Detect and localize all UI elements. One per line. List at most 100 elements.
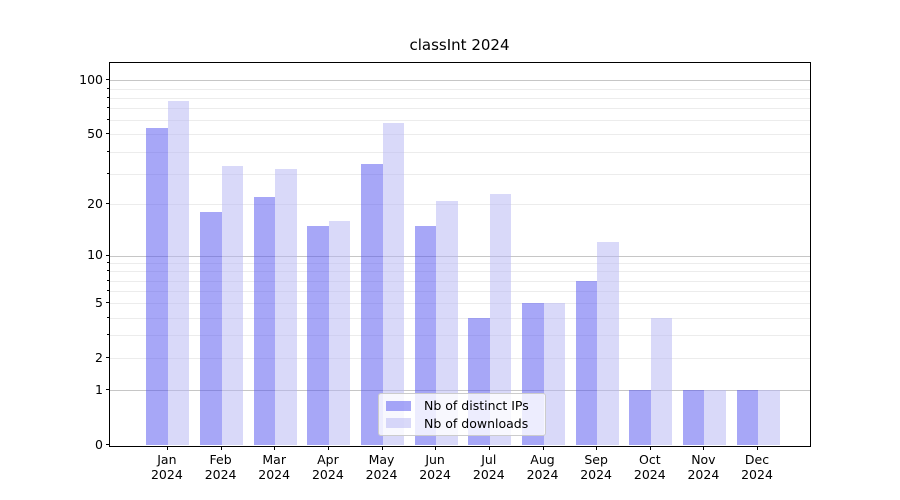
- legend-label-distinct-ips: Nb of distinct IPs: [424, 398, 529, 414]
- x-axis-tick-label: Sep 2024: [580, 452, 612, 482]
- grid-line-minor: [110, 317, 810, 319]
- x-axis-tick-label: Oct 2024: [633, 452, 666, 482]
- x-tick-mark: [488, 446, 490, 450]
- y-minor-tick-mark: [107, 203, 110, 205]
- bar-downloads: [489, 193, 512, 445]
- bar-distinct-ips: [307, 225, 329, 445]
- y-minor-tick-mark: [107, 150, 110, 152]
- grid-line-minor: [110, 97, 810, 99]
- grid-line-minor: [110, 120, 810, 122]
- legend-item-downloads: Nb of downloads: [386, 416, 539, 431]
- bar-distinct-ips: [575, 280, 598, 445]
- bar-distinct-ips: [361, 164, 383, 445]
- y-minor-tick-mark: [107, 270, 110, 272]
- x-axis-tick-label: Jan 2024: [150, 452, 183, 482]
- x-tick-mark: [435, 446, 437, 450]
- bar-distinct-ips: [682, 390, 705, 445]
- bar-downloads: [436, 200, 458, 445]
- y-axis-tick-label: 50: [87, 125, 103, 141]
- grid-line-minor: [110, 88, 810, 90]
- grid-line-major: [110, 390, 810, 392]
- bar-downloads: [650, 317, 673, 445]
- y-axis-tick-label: 20: [87, 195, 103, 211]
- bar-distinct-ips: [736, 390, 758, 445]
- bar-downloads: [275, 168, 297, 445]
- grid-line-minor: [110, 173, 810, 175]
- x-tick-mark: [220, 446, 222, 450]
- y-axis-tick-label: 5: [95, 294, 103, 310]
- y-minor-tick-mark: [107, 119, 110, 121]
- bar-downloads: [382, 122, 404, 445]
- legend-swatch-downloads: [386, 418, 411, 428]
- bar-distinct-ips: [253, 197, 276, 445]
- legend-swatch-distinct-ips: [386, 401, 411, 411]
- bar-downloads: [221, 166, 244, 445]
- x-tick-mark: [703, 446, 705, 450]
- bar-distinct-ips: [414, 225, 437, 445]
- plot-area: [109, 62, 811, 447]
- y-minor-tick-mark: [107, 334, 110, 336]
- legend-label-downloads: Nb of downloads: [424, 415, 529, 431]
- y-minor-tick-mark: [107, 357, 110, 359]
- bar-downloads: [328, 221, 351, 445]
- bar-downloads: [597, 242, 619, 445]
- legend: Nb of distinct IPs Nb of downloads: [378, 393, 546, 436]
- grid-line-minor: [110, 108, 810, 110]
- y-axis-tick-label: 1: [95, 381, 103, 397]
- x-tick-mark: [542, 446, 544, 450]
- grid-line-minor: [110, 335, 810, 337]
- grid-line-minor: [110, 358, 810, 360]
- x-axis-tick-label: Jun 2024: [419, 452, 451, 482]
- y-axis-tick-label: 0: [95, 436, 103, 452]
- y-tick-mark: [105, 389, 110, 391]
- x-axis-tick-label: Apr 2024: [311, 452, 344, 482]
- y-tick-mark: [105, 254, 110, 256]
- y-minor-tick-mark: [107, 96, 110, 98]
- bar-downloads: [167, 100, 190, 445]
- x-axis-tick-label: Mar 2024: [258, 452, 291, 482]
- x-axis-tick-label: May 2024: [365, 452, 398, 482]
- y-minor-tick-mark: [107, 279, 110, 281]
- y-minor-tick-mark: [107, 107, 110, 109]
- x-tick-mark: [166, 446, 168, 450]
- x-axis-tick-label: Feb 2024: [204, 452, 237, 482]
- x-tick-mark: [649, 446, 651, 450]
- bar-downloads: [704, 390, 726, 445]
- y-minor-tick-mark: [107, 87, 110, 89]
- y-axis-tick-label: 10: [87, 247, 103, 262]
- x-tick-mark: [757, 446, 758, 450]
- x-tick-mark: [381, 446, 383, 450]
- grid-line-major: [110, 80, 810, 82]
- x-axis-tick-label: Aug 2024: [526, 452, 559, 482]
- y-minor-tick-mark: [107, 316, 110, 318]
- grid-line-minor: [110, 280, 810, 282]
- bar-distinct-ips: [146, 128, 168, 445]
- y-axis-tick-label: 100: [79, 71, 103, 87]
- grid-line-minor: [110, 151, 810, 153]
- x-axis-tick-label: Dec 2024: [741, 452, 773, 482]
- grid-line-major: [110, 255, 810, 257]
- y-minor-tick-mark: [107, 302, 110, 304]
- x-tick-mark: [596, 446, 598, 450]
- x-axis-tick-label: Jul 2024: [472, 452, 505, 482]
- bar-distinct-ips: [629, 390, 651, 445]
- grid-line-minor: [110, 303, 810, 305]
- y-axis-tick-label: 2: [95, 349, 103, 365]
- grid-line-minor: [110, 263, 810, 264]
- y-tick-mark: [105, 79, 110, 81]
- y-minor-tick-mark: [107, 290, 110, 292]
- y-tick-mark: [105, 444, 110, 445]
- grid-line-minor: [110, 134, 810, 136]
- bar-distinct-ips: [200, 212, 222, 445]
- grid-line-minor: [110, 204, 810, 206]
- bar-downloads: [758, 390, 780, 445]
- x-tick-mark: [327, 446, 329, 450]
- legend-item-distinct-ips: Nb of distinct IPs: [386, 398, 539, 413]
- x-axis-tick-label: Nov 2024: [687, 452, 720, 482]
- bar-downloads: [543, 303, 565, 445]
- grid-line-minor: [110, 291, 810, 293]
- y-minor-tick-mark: [107, 172, 110, 174]
- y-minor-tick-mark: [107, 133, 110, 135]
- y-minor-tick-mark: [107, 262, 110, 263]
